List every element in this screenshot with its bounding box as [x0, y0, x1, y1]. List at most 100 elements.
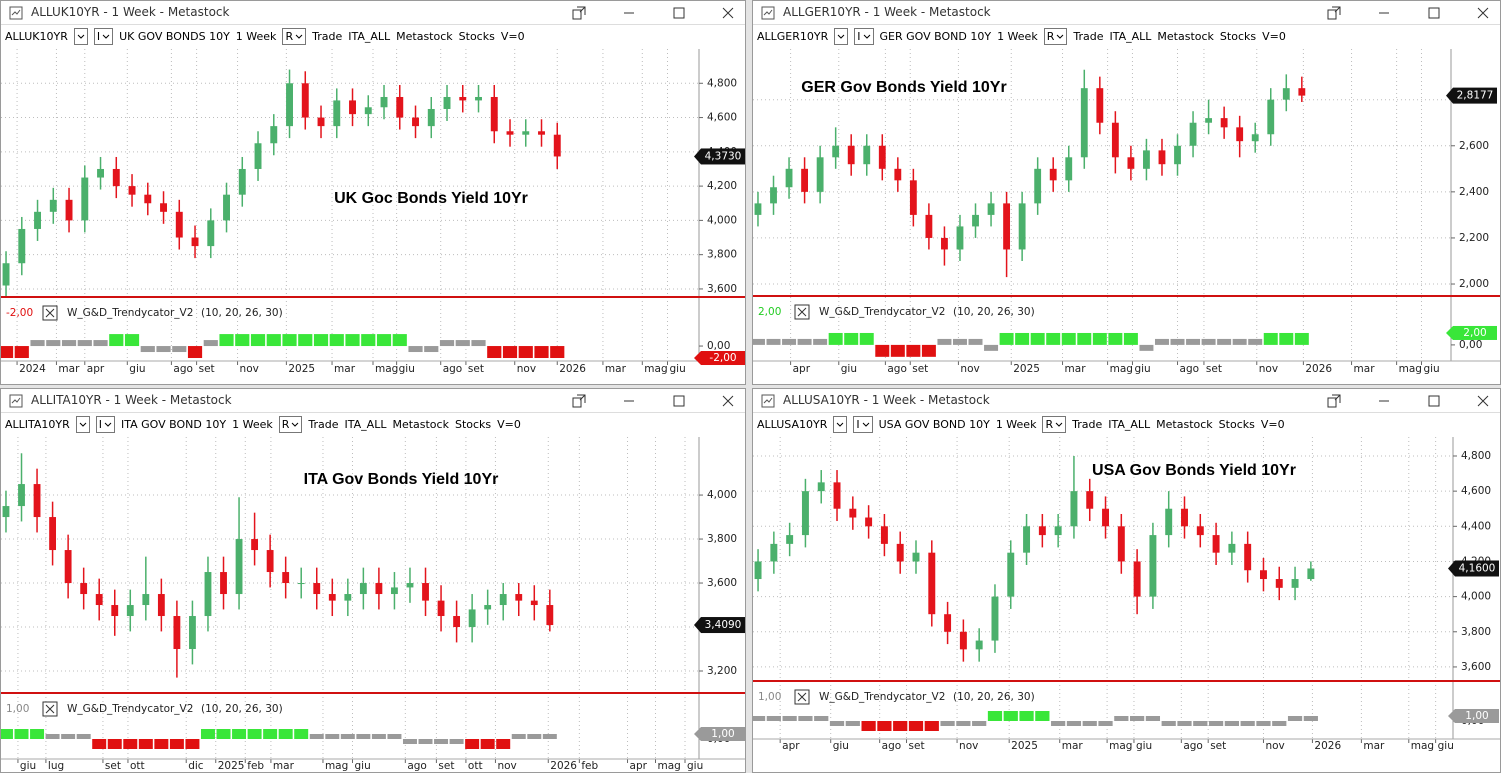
toolbar: ALLUSA10YR I USA GOV BOND 10Y 1 Week R Trade I… [757, 416, 1285, 433]
candle-body [863, 145, 871, 165]
toolbar-item: Metastock [392, 418, 449, 431]
dropdown-value: I [96, 30, 101, 43]
dropdown[interactable] [75, 416, 90, 433]
indicator-bar [371, 734, 386, 739]
title-bar: ALLGER10YR - 1 Week - Metastock [753, 1, 1500, 25]
candle-body [80, 583, 88, 595]
candle-body [925, 214, 933, 238]
popout-button[interactable] [572, 394, 586, 408]
minimize-button[interactable] [622, 394, 636, 408]
indicator-bar [61, 340, 77, 347]
toolbar-item: ALLUK10YR [5, 30, 68, 43]
indicator-bar [76, 734, 91, 739]
chart-window: 3,6003,8004,0004,2004,4004,6004,8002024m… [0, 0, 746, 385]
popout-button-glyph [1327, 394, 1341, 408]
indicator-bar [61, 734, 76, 739]
close-button[interactable] [1476, 6, 1490, 20]
dropdown[interactable]: I [853, 416, 873, 433]
x-tick-label: lug [48, 760, 64, 772]
toolbar-item: 1 Week [995, 418, 1037, 431]
maximize-button[interactable] [672, 394, 686, 408]
candle-body [1038, 526, 1046, 536]
y-tick-label: 3,800 [707, 533, 737, 545]
candle-body [1282, 88, 1290, 100]
indicator-value-arrow [694, 727, 701, 741]
toolbar-item: ITA_ALL [344, 418, 387, 431]
indicator-bar [418, 739, 433, 744]
minimize-button[interactable] [1377, 394, 1391, 408]
candle-body [128, 186, 136, 195]
popout-button[interactable] [572, 6, 586, 20]
indicator-bar [1030, 332, 1045, 345]
candle-body [359, 583, 367, 595]
y-tick-label: 3,600 [707, 283, 737, 295]
chevron [837, 34, 845, 39]
x-tick-label: giu [1438, 740, 1454, 752]
dropdown[interactable]: R [278, 416, 303, 433]
indicator-bar [1035, 711, 1050, 721]
popout-button[interactable] [1327, 6, 1341, 20]
dropdown-value: I [856, 418, 860, 431]
candle-body [944, 614, 952, 632]
candle-body [538, 131, 545, 135]
close-button[interactable] [721, 6, 735, 20]
maximize-button[interactable] [1427, 394, 1441, 408]
x-tick-label: mar [1354, 363, 1376, 375]
y-tick-label: 2,200 [1459, 232, 1489, 244]
close-button[interactable] [721, 394, 735, 408]
last-value-arrow [1446, 87, 1453, 104]
candle-body [816, 157, 824, 192]
candle-body [1023, 526, 1031, 553]
indicator-bar [502, 346, 518, 359]
minimize-button[interactable] [1377, 6, 1391, 20]
indicator-value-box [701, 351, 745, 366]
toolbar: ALLITA10YR I ITA GOV BOND 10Y 1 Week R Trade I… [5, 416, 521, 433]
x-tick-label: set [105, 760, 121, 772]
close-button[interactable] [1476, 394, 1490, 408]
indicator-params: (10, 20, 26, 30) [201, 703, 283, 715]
candle-body [175, 211, 183, 238]
dropdown-value: R [281, 418, 290, 431]
close-button-glyph [1477, 7, 1489, 19]
dropdown[interactable]: I [854, 28, 874, 45]
candle-body [1133, 561, 1141, 597]
maximize-button[interactable] [1427, 6, 1441, 20]
x-tick-label: 2026 [1305, 363, 1332, 375]
indicator-bar [1145, 716, 1161, 721]
minimize-button[interactable] [622, 6, 636, 20]
popout-button[interactable] [1327, 394, 1341, 408]
candle-body [375, 583, 383, 595]
y-tick-label: 4,200 [707, 180, 737, 192]
indicator-bar [232, 729, 247, 739]
indicator-bar [185, 739, 200, 749]
indicator-bar [798, 716, 813, 721]
last-value-arrow [694, 617, 701, 634]
toolbar-item: ITA_ALL [348, 30, 391, 43]
candle-body [801, 168, 809, 192]
indicator-bar [1186, 338, 1201, 345]
dropdown-arrow [862, 422, 869, 427]
dropdown[interactable]: R [1043, 28, 1068, 45]
dropdown[interactable]: I [93, 28, 114, 45]
last-value-box [1455, 560, 1499, 577]
candle-body [189, 616, 196, 650]
candle-body [282, 572, 290, 584]
candle-body [396, 96, 404, 118]
toolbar-item: Stocks [1219, 30, 1257, 43]
dropdown[interactable]: I [95, 416, 116, 433]
maximize-button[interactable] [672, 6, 686, 20]
dropdown[interactable]: R [1042, 416, 1067, 433]
toolbar-item: V=0 [497, 418, 521, 431]
candle-body [81, 177, 89, 221]
dropdown[interactable]: R [282, 28, 307, 45]
candle-body [49, 199, 57, 212]
candle-body [157, 594, 165, 617]
indicator-bar [1139, 344, 1154, 351]
indicator-bar [908, 721, 924, 731]
dropdown[interactable] [73, 28, 88, 45]
indicator-bar [1123, 332, 1138, 345]
dropdown[interactable] [834, 28, 849, 45]
candle-body [459, 96, 467, 101]
dropdown[interactable] [833, 416, 848, 433]
candle-body [112, 168, 120, 187]
